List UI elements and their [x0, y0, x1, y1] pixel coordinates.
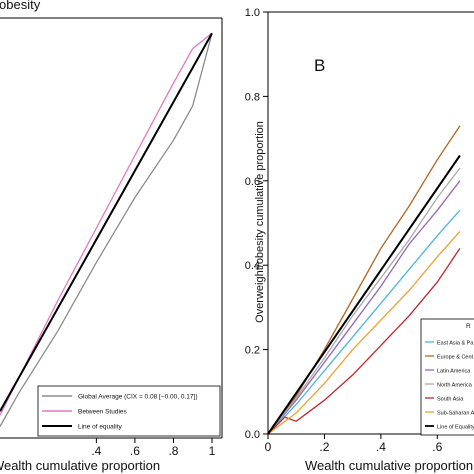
panel-b-series-sub-saharan-a [267, 230, 461, 435]
panel-b: B 0.2.4.6 0.00.20.40.60.81.0 Overweight/… [245, 7, 474, 473]
panel-b-x-tick-label: .4 [376, 440, 386, 454]
panel-b-series-north-america [267, 167, 461, 435]
panel-b-legend-box [420, 318, 474, 436]
panel-b-x-axis-label: Wealth cumulative proportion [305, 458, 473, 473]
panel-b-legend-label-europe-cent: Europe & Cent [437, 354, 474, 360]
panel-a-x-tick-label: .8 [168, 444, 178, 458]
panel-b-x-tick-label: .6 [432, 440, 442, 454]
panel-b-series [267, 125, 461, 435]
panel-a-x-axis-label: Wealth cumulative proportion [0, 458, 160, 473]
panel-b-y-tick-label: 0.4 [245, 260, 260, 272]
panel-b-legend-label-north-america: North America [437, 382, 473, 388]
panel-b-y-tick-label: 0.0 [245, 429, 260, 441]
panel-b-x-ticks: 0 .2 .4 .6 [265, 434, 443, 454]
panel-b-legend-label-east-asia-pa: East Asia & Pa [437, 340, 474, 346]
panel-a-series-global-average-cix-0-08-0-00-0-17 [0, 33, 213, 427]
panel-b-y-tick-label: 0.2 [245, 345, 260, 357]
panel-b-series-east-asia-pa [267, 209, 461, 435]
legend-a-label-2: Between Studies [78, 409, 128, 416]
panel-b-legend-title: R [466, 323, 471, 330]
panel-b-legend-label-sub-saharan-a: Sub-Saharan A [437, 410, 474, 416]
panel-a-x-tick-label: .6 [130, 444, 140, 458]
legend-a-label-3: Line of equality [78, 424, 122, 431]
panel-b-x-tick-label: 0 [265, 440, 272, 454]
panel-b-legend-items: East Asia & Pa Europe & Cent Latin America… [425, 340, 474, 430]
panel-b-y-ticks: 0.0 0.2 0.4 0.6 0.8 1.0 [245, 7, 268, 441]
panel-a-legend: Global Average (CIX = 0.08 [−0.00, 0.17]… [37, 385, 221, 437]
panel-b-y-tick-label: 0.8 [245, 91, 260, 103]
panel-b-series-latin-america [267, 180, 461, 435]
panel-a: obesity .4 .6 .8 1 Wealth cumulative propor… [0, 0, 223, 473]
panel-b-legend-label-line-of-equality: Line of Equality [437, 424, 474, 430]
panel-b-y-tick-label: 1.0 [245, 7, 260, 19]
panel-b-series-europe-cent [267, 125, 461, 435]
panel-a-x-tick-label: .4 [91, 444, 101, 458]
panel-b-legend: R East Asia & Pa Europe & Cent Latin Ameri… [420, 318, 474, 436]
panel-b-legend-label-latin-america: Latin America [437, 368, 471, 374]
legend-a-label-1: Global Average (CIX = 0.08 [−0.00, 0.17]… [78, 394, 198, 401]
panel-a-x-tick-label: 1 [209, 444, 216, 458]
panel-a-series-line-of-equality [0, 32, 213, 412]
panel-b-legend-label-south-asia: South Asia [437, 396, 464, 402]
panel-a-x-ticks: .4 .6 .8 1 [91, 438, 216, 458]
panel-a-title: obesity [0, 0, 41, 12]
panel-b-label: B [314, 56, 325, 75]
panel-b-y-tick-label: 0.6 [245, 176, 260, 188]
panel-b-x-tick-label: .2 [319, 440, 329, 454]
panel-b-series-line-of-equality [267, 154, 461, 435]
panel-a-series [0, 32, 213, 427]
panel-b-y-axis-label: Overweight/obesity cumulative proportion [254, 121, 266, 323]
